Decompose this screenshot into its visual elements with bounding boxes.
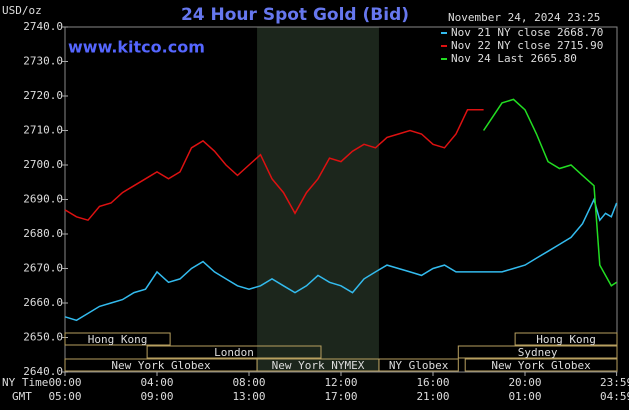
x-tick-label: 08:00	[232, 376, 265, 389]
session-bar	[457, 345, 618, 359]
source: www.kitco.com	[68, 38, 205, 57]
session-bar	[514, 332, 618, 346]
y-tick-label: 2650.0	[23, 331, 63, 344]
x-tick-label: 23:59	[600, 376, 629, 389]
y-tick-label: 2690.0	[23, 193, 63, 206]
session-label: New York Globex	[491, 359, 591, 372]
session-label: New York Globex	[111, 359, 211, 372]
series-line	[64, 109, 484, 222]
y-tick-label: 2680.0	[23, 227, 63, 240]
x2-row-label: GMT	[12, 390, 32, 403]
series-line	[64, 197, 618, 322]
legend-label: Nov 21 NY close 2668.70	[451, 26, 603, 39]
x2-tick-label: 17:00	[324, 390, 357, 403]
x2-tick-label: 05:00	[48, 390, 81, 403]
y-tick-label: 2640.0	[23, 365, 63, 378]
legend-label: Nov 24 Last 2665.80	[451, 52, 577, 65]
session-bar	[64, 332, 171, 346]
x2-tick-label: 13:00	[232, 390, 265, 403]
y-tick-label: 2660.0	[23, 296, 63, 309]
y-unit: USD/oz	[2, 4, 42, 17]
session-label: NY Globex	[389, 359, 449, 372]
chart-title: 24 Hour Spot Gold (Bid)	[181, 5, 409, 25]
x2-tick-label: 01:00	[508, 390, 541, 403]
y-tick-label: 2670.0	[23, 262, 63, 275]
y-tick-label: 2710.0	[23, 124, 63, 137]
x-row-label: NY Time	[2, 376, 48, 389]
session-bar	[464, 358, 618, 372]
legend-label: Nov 22 NY close 2715.90	[451, 39, 603, 52]
session-label: Hong Kong	[88, 333, 148, 346]
y-tick-label: 2740.0	[23, 20, 63, 33]
x2-tick-label: 09:00	[140, 390, 173, 403]
session-bar	[378, 358, 459, 372]
x2-tick-label: 21:00	[416, 390, 449, 403]
session-label: Sydney	[518, 346, 558, 359]
y-tick-label: 2700.0	[23, 158, 63, 171]
timestamp: November 24, 2024 23:25	[448, 11, 600, 24]
session-bar	[146, 345, 322, 359]
x2-tick-label: 04:59	[600, 390, 629, 403]
session-label: New York NYMEX	[272, 359, 365, 372]
session-label: Hong Kong	[536, 333, 596, 346]
session-label: London	[214, 346, 254, 359]
x-tick-label: 04:00	[140, 376, 173, 389]
x-tick-label: 16:00	[416, 376, 449, 389]
x-tick-label: 00:00	[48, 376, 81, 389]
highlight-band	[257, 27, 379, 372]
series-line	[482, 98, 618, 287]
y-tick-label: 2730.0	[23, 55, 63, 68]
y-tick-label: 2720.0	[23, 89, 63, 102]
x-tick-label: 12:00	[324, 376, 357, 389]
x-tick-label: 20:00	[508, 376, 541, 389]
